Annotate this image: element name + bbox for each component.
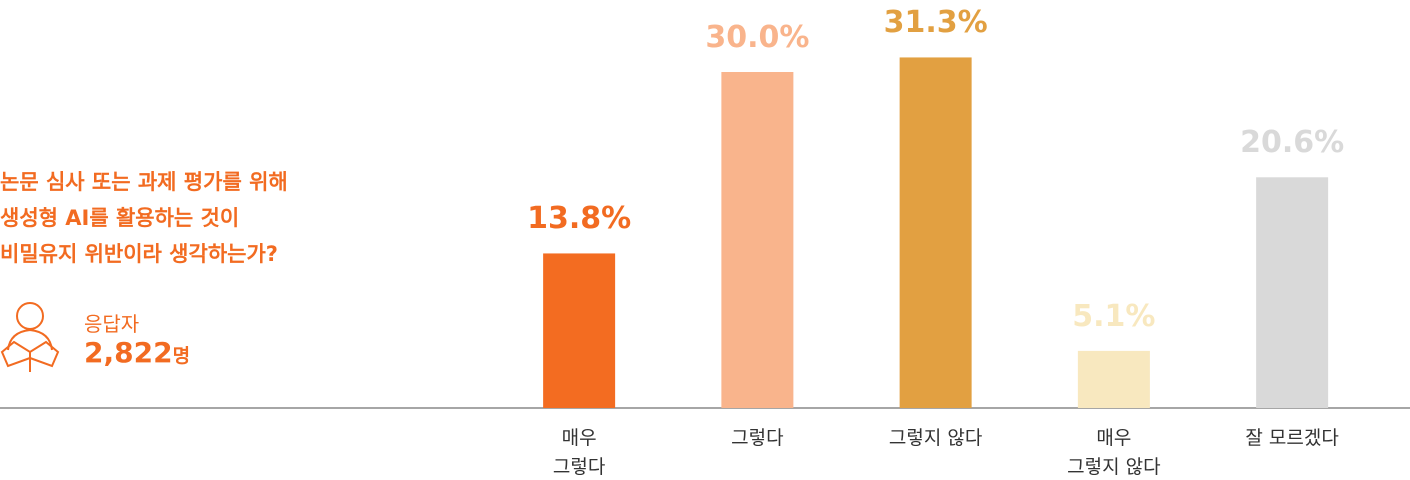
chart-title: 논문 심사 또는 과제 평가를 위해 생성형 AI를 활용하는 것이 비밀유지 … — [0, 170, 288, 266]
bar — [1256, 177, 1329, 408]
bar — [1077, 350, 1150, 408]
respondents-number: 2,822 — [84, 336, 173, 369]
x-tick-label: 그렇다 — [731, 427, 784, 449]
respondents-label: 응답자 — [84, 312, 140, 336]
value-label: 31.3% — [883, 5, 988, 41]
x-tick-label: 매우 그렇다 — [552, 427, 606, 478]
reader-icon — [0, 302, 60, 372]
bar — [899, 57, 972, 408]
respondents-unit: 명 — [172, 345, 191, 367]
value-label: 30.0% — [705, 20, 810, 55]
x-tick-label: 잘 모르겠다 — [1245, 427, 1339, 449]
bar — [543, 253, 616, 408]
respondents-count: 2,822명 — [84, 336, 190, 369]
value-label: 20.6% — [1240, 125, 1345, 161]
x-tick-label: 매우 그렇지 않다 — [1067, 427, 1161, 478]
value-label: 13.8% — [527, 201, 632, 237]
value-label: 5.1% — [1072, 298, 1156, 334]
x-tick-label: 그렇지 않다 — [888, 427, 983, 449]
bar — [721, 72, 794, 408]
